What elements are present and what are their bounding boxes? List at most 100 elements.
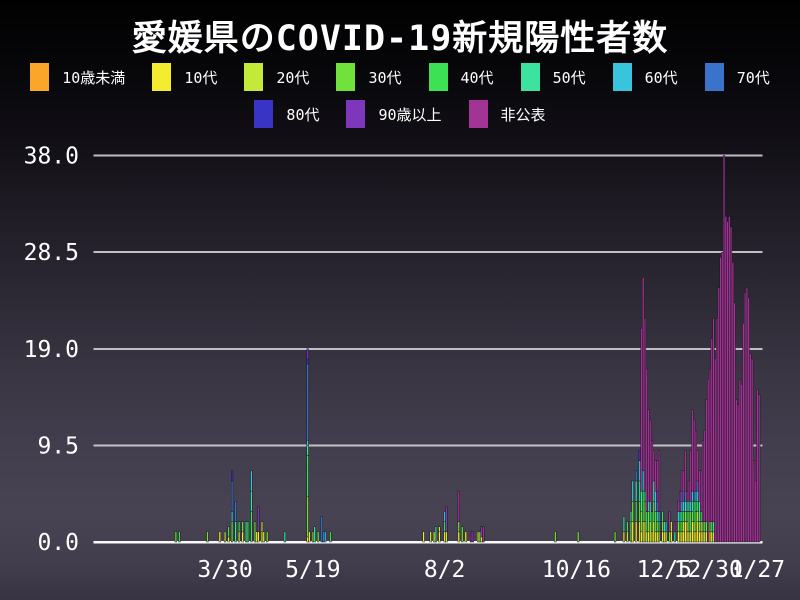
bar-segment: [663, 531, 666, 543]
bar-segment: [679, 511, 682, 522]
y-tick-label: 0.0: [37, 530, 79, 556]
bar-segment: [708, 521, 712, 533]
bar-segment: [689, 511, 692, 533]
bar-segment: [250, 511, 253, 543]
bar-segment: [238, 531, 241, 543]
bar-segment: [749, 353, 752, 543]
bar-segment: [679, 531, 682, 543]
bar-segment: [480, 536, 483, 543]
legend-item: 80代: [254, 100, 319, 128]
bar-segment: [313, 526, 316, 543]
bar-segment: [643, 501, 647, 522]
bar-segment: [686, 531, 689, 543]
bar-segment: [705, 399, 708, 522]
bar-segment: [656, 521, 659, 533]
bar-segment: [445, 531, 448, 543]
legend-label: 40代: [460, 68, 494, 87]
bar-segment: [260, 531, 264, 543]
bar-segment: [654, 531, 657, 543]
bar-segment: [645, 368, 648, 512]
bar-segment: [700, 470, 703, 512]
legend-label: 50代: [552, 68, 586, 87]
bar-segment: [668, 531, 671, 543]
bar-segment: [642, 521, 645, 543]
bar-segment: [735, 399, 738, 543]
bar-segment: [679, 490, 682, 512]
bar-segment: [647, 511, 650, 533]
bar-segment: [691, 521, 694, 543]
bar-segment: [680, 511, 683, 522]
bar-segment: [283, 531, 286, 543]
bar-segment: [317, 531, 320, 543]
bar-segment: [266, 531, 269, 543]
bar-segment: [677, 501, 680, 512]
bar-segment: [712, 521, 715, 533]
bar-segment: [687, 531, 690, 543]
bar-segment: [700, 521, 703, 533]
bar-segment: [744, 292, 747, 543]
bar-segment: [477, 531, 480, 543]
bar-segment: [306, 348, 309, 360]
bar-segment: [629, 521, 633, 543]
bar-segment: [694, 429, 698, 492]
bar-segment: [684, 511, 687, 522]
bar-segment: [682, 501, 685, 512]
bar-segment: [654, 460, 657, 492]
bar-segment: [696, 450, 699, 482]
bar-segment: [245, 521, 248, 543]
bar-segment: [691, 501, 694, 512]
bar-segment: [227, 536, 230, 543]
bar-segment: [306, 496, 309, 538]
y-tick-label: 28.5: [24, 240, 79, 266]
legend-item: 60代: [612, 63, 678, 91]
bar-segment: [703, 429, 706, 522]
bar-segment: [308, 531, 311, 543]
bar-segment: [434, 526, 437, 543]
bar-segment: [703, 521, 706, 533]
bar-segment: [324, 531, 327, 543]
bar-segment: [250, 490, 253, 512]
bar-segment: [682, 531, 685, 543]
bar-segment: [657, 511, 661, 522]
bar-segment: [680, 490, 683, 502]
bar-segment: [638, 501, 641, 522]
bar-segment: [480, 526, 483, 538]
legend-swatch-icon: [30, 63, 50, 91]
bar-segment: [694, 501, 698, 512]
bar-segment: [422, 531, 425, 543]
x-tick-label: 3/30: [197, 557, 252, 583]
bar-segment: [645, 511, 648, 533]
bar-segment: [461, 526, 464, 543]
bar-segment: [231, 480, 234, 512]
bar-segment: [577, 531, 580, 543]
legend-item: 30代: [336, 63, 402, 91]
bar-segment: [677, 531, 680, 543]
bar-segment: [649, 419, 652, 502]
bar-segment: [311, 531, 314, 543]
bar-segment: [469, 531, 473, 543]
bar-segment: [710, 521, 713, 533]
bar-segment: [638, 460, 641, 482]
bar-segment: [680, 521, 683, 533]
bar-segment: [694, 511, 698, 533]
bar-segment: [701, 521, 705, 533]
bar-segment: [661, 531, 664, 543]
legend-item: 20代: [244, 63, 309, 91]
bar-segment: [698, 521, 701, 533]
bar-segment: [691, 409, 694, 492]
bar-segment: [686, 511, 689, 522]
bar-segment: [643, 318, 647, 492]
bar-segment: [642, 490, 645, 522]
legend-label: 10歳未満: [62, 68, 126, 87]
bar-segment: [241, 531, 244, 543]
bar-segment: [686, 501, 689, 512]
bar-segment: [679, 521, 682, 533]
bar-segment: [701, 440, 705, 522]
bar-segment: [647, 531, 650, 543]
legend-item: 非公表: [468, 100, 546, 128]
bar-segment: [635, 480, 638, 502]
bar-segment: [306, 358, 309, 365]
bar-segment: [629, 511, 633, 522]
bar-segment: [656, 531, 659, 543]
bar-segment: [443, 511, 446, 522]
